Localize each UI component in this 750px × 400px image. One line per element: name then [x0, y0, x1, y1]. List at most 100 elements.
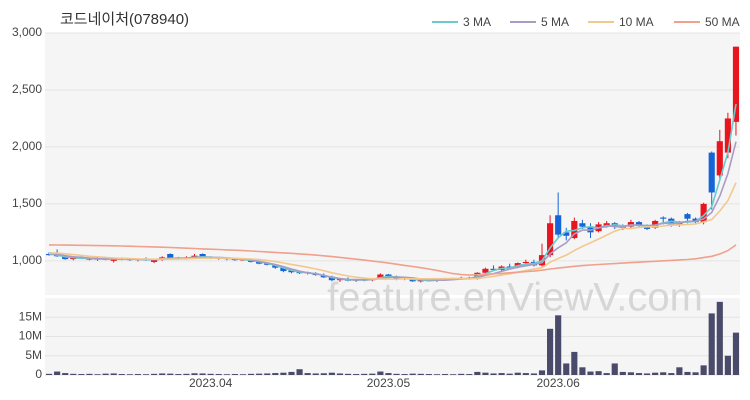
candle-body: [199, 253, 206, 258]
volume-bar: [506, 373, 513, 375]
volume-tick-label: 10M: [19, 329, 42, 343]
volume-bar: [272, 373, 279, 375]
volume-bar: [579, 367, 586, 375]
volume-bar: [433, 374, 441, 375]
volume-bar: [45, 373, 53, 375]
candle-body: [151, 259, 158, 262]
candle-body: [555, 215, 562, 235]
candle-body: [684, 214, 691, 219]
volume-bar: [134, 374, 142, 375]
volume-bar: [522, 373, 529, 375]
volume-bar: [223, 374, 230, 375]
volume-bar: [708, 313, 715, 375]
volume-bar: [369, 373, 376, 375]
candle-body: [522, 261, 529, 264]
volume-bar: [191, 373, 198, 375]
volume-bar: [385, 373, 392, 375]
volume-bar: [474, 371, 481, 375]
volume-bar: [716, 301, 723, 375]
legend-label: 5 MA: [541, 15, 569, 29]
volume-bar: [264, 373, 271, 375]
volume-bar: [207, 373, 214, 375]
volume-bar: [409, 373, 416, 375]
volume-bar: [336, 373, 344, 375]
volume-bar: [417, 373, 424, 375]
volume-bar: [239, 374, 247, 375]
volume-bar: [344, 373, 352, 375]
volume-bar: [199, 373, 206, 375]
volume-bar: [296, 369, 303, 375]
volume-bar: [54, 371, 61, 375]
volume-bar: [151, 373, 158, 375]
volume-bar: [514, 372, 521, 375]
volume-bar: [353, 374, 360, 375]
volume-bar: [288, 371, 295, 375]
ma-line: [48, 244, 737, 276]
volume-bar: [627, 372, 634, 375]
volume-bar: [102, 373, 109, 375]
volume-bar: [425, 374, 432, 375]
y-tick-label: 1,500: [12, 196, 42, 210]
candle-body: [700, 203, 707, 223]
volume-bar: [215, 374, 222, 375]
volume-bar: [619, 371, 626, 375]
volume-bar: [142, 374, 150, 375]
candle-body: [336, 279, 344, 281]
y-tick-label: 2,500: [12, 82, 42, 96]
candle-body: [603, 223, 610, 226]
legend-label: 50 MA: [705, 15, 740, 29]
volume-bar: [256, 373, 263, 375]
candle-body: [377, 274, 384, 279]
volume-bar: [466, 374, 473, 375]
volume-bar: [530, 373, 537, 375]
candle-body: [724, 118, 731, 153]
volume-bar: [441, 374, 449, 375]
volume-bar: [393, 373, 400, 375]
volume-bar: [668, 373, 675, 375]
candle-body: [256, 261, 263, 264]
x-tick-label: 2023.05: [367, 376, 411, 390]
volume-bar: [86, 373, 93, 375]
volume-bar: [482, 372, 489, 375]
volume-bar: [732, 332, 740, 375]
volume-bar: [118, 374, 125, 375]
volume-bar: [377, 371, 384, 375]
volume-bar: [563, 363, 570, 375]
volume-tick-label: 5M: [25, 348, 42, 362]
legend-label: 10 MA: [619, 15, 654, 29]
candle-body: [490, 268, 497, 270]
candle-body: [328, 276, 335, 281]
candle-body: [563, 232, 570, 236]
volume-bar: [159, 373, 166, 375]
volume-bar: [183, 373, 190, 375]
candle-body: [660, 217, 667, 219]
chart-title: 코드네이처(078940): [60, 11, 189, 28]
volume-bar: [498, 373, 505, 375]
y-tick-label: 2,000: [12, 139, 42, 153]
volume-bar: [458, 373, 465, 375]
volume-bar: [724, 355, 731, 375]
ma-line: [48, 182, 737, 280]
volume-bar: [78, 374, 85, 375]
volume-bar: [571, 351, 578, 375]
candle-body: [167, 253, 174, 258]
volume-bar: [643, 373, 651, 375]
volume-bar: [94, 374, 101, 375]
volume-bar: [328, 372, 335, 375]
candle-body: [571, 220, 578, 239]
volume-bar: [538, 370, 546, 375]
candle-body: [732, 46, 740, 122]
candle-body: [62, 256, 69, 260]
volume-bar: [167, 373, 174, 375]
volume-bar: [660, 372, 667, 375]
volume-tick-label: 0: [35, 367, 42, 381]
volume-bar: [490, 373, 497, 375]
candle-body: [579, 223, 586, 227]
y-tick-label: 1,000: [12, 253, 42, 267]
candle-body: [635, 222, 643, 226]
candle-body: [708, 152, 715, 193]
volume-bar: [635, 373, 643, 375]
volume-bar: [126, 374, 133, 375]
volume-bar: [304, 373, 311, 375]
